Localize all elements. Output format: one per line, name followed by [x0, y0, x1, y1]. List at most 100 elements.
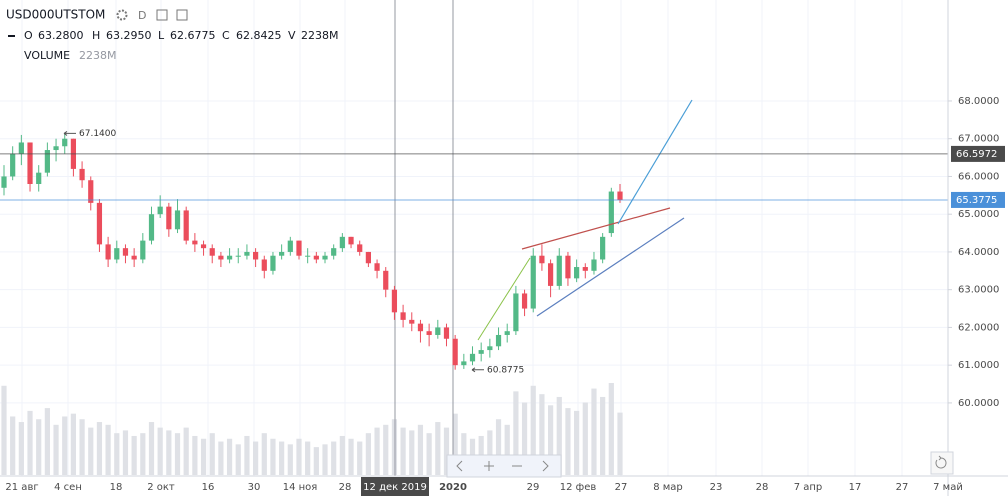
- price-label-box: [951, 191, 1005, 208]
- icon[interactable]: [156, 9, 168, 21]
- x-tick-label: 4 сен: [54, 482, 82, 493]
- legend-key: O: [24, 29, 33, 42]
- legend-value: 63.2800: [38, 29, 84, 42]
- axes: 60.0000 61.0000 62.0000 63.0000 64.0000 65.00…: [5, 96, 1005, 496]
- candle-body: [504, 331, 510, 335]
- interval[interactable]: D: [138, 9, 146, 22]
- ohlc-legend: O 63.2800 H 63.2950 L 62.6775 C 62.8425 V 2238M: [24, 29, 339, 42]
- candle-body: [617, 191, 623, 200]
- x-tick-label: 28: [339, 482, 352, 493]
- y-tick-label: 63.0000: [958, 285, 999, 296]
- candle-body: [513, 293, 519, 332]
- x-tick-label: 2020: [439, 482, 467, 493]
- volume-bar: [383, 424, 389, 475]
- candle-body: [253, 251, 259, 260]
- zoom-in[interactable]: [484, 461, 494, 471]
- volume-bar: [279, 441, 285, 475]
- candle-body: [305, 255, 311, 257]
- y-tick-label: 61.0000: [958, 360, 999, 371]
- volume-bar: [10, 416, 16, 475]
- candle-body: [400, 312, 406, 320]
- volume-bar: [574, 410, 580, 475]
- x-tick-label: 29: [527, 482, 540, 493]
- candles: [1, 133, 623, 370]
- candle-body: [339, 236, 345, 249]
- volume-bar: [218, 441, 224, 475]
- candle-body: [391, 289, 398, 313]
- y-tick-label: 60.0000: [958, 398, 999, 409]
- candle-body: [36, 172, 42, 184]
- volume-bar: [192, 435, 198, 475]
- volume-bar: [504, 424, 510, 475]
- candle-body: [582, 267, 588, 271]
- volume-bar: [166, 430, 172, 475]
- volume-bar: [461, 433, 467, 475]
- candle-body: [209, 248, 215, 256]
- candle-body: [530, 255, 536, 309]
- settings-icon[interactable]: [116, 9, 128, 21]
- candle-body: [18, 142, 24, 154]
- volume-bar: [122, 430, 129, 475]
- legend-value: 63.2950: [106, 29, 152, 42]
- volume-bar: [391, 419, 398, 475]
- candle-body: [148, 214, 155, 241]
- candle-body: [192, 240, 198, 245]
- candle-body: [348, 236, 354, 245]
- candle-body: [574, 267, 580, 279]
- trend-line: [617, 99, 693, 225]
- volume-bar: [331, 441, 337, 475]
- x-tick-label: 8 мар: [653, 482, 683, 493]
- annotation-label: 60.8775: [487, 365, 524, 375]
- y-tick-label: 65.0000: [958, 209, 999, 220]
- reset-button[interactable]: [930, 451, 954, 475]
- volume-bar: [36, 419, 42, 475]
- candle-body: [331, 248, 337, 256]
- scroll-right[interactable]: [542, 460, 549, 472]
- candle-body: [62, 138, 68, 147]
- overlay: 67.1400 60.8775: [0, 129, 948, 375]
- candle-body: [296, 240, 302, 256]
- candle-body: [287, 240, 293, 252]
- price-label: 65.3775: [956, 195, 997, 206]
- volume-bar: [200, 438, 207, 475]
- volume-bar: [521, 402, 528, 475]
- candle-body: [461, 361, 467, 366]
- candle-body: [244, 251, 250, 256]
- candle-body: [1, 176, 7, 188]
- x-tick-label: 23: [710, 482, 723, 493]
- volume-bar: [235, 444, 241, 475]
- legend-value: 62.8425: [236, 29, 282, 42]
- volume-bar: [600, 396, 606, 475]
- candle-body: [53, 146, 59, 151]
- volume-bar: [96, 422, 103, 475]
- volume-bar: [287, 444, 293, 475]
- volume-value: 2238M: [79, 49, 117, 62]
- scroll-left[interactable]: [456, 460, 463, 472]
- volume-bar: [79, 419, 85, 475]
- candle-body: [88, 180, 94, 203]
- y-tick-label: 64.0000: [958, 247, 999, 258]
- icon[interactable]: [176, 9, 188, 21]
- candle-body: [140, 240, 146, 260]
- volume-bar: [18, 422, 24, 475]
- candle-body: [226, 255, 233, 260]
- candle-body: [313, 255, 319, 260]
- volume-bar: [174, 433, 181, 475]
- candle-body: [27, 142, 33, 184]
- legend-value: 62.6775: [170, 29, 216, 42]
- nav-buttons: [446, 454, 562, 478]
- candle-body: [105, 244, 111, 260]
- y-tick-label: 67.0000: [958, 134, 999, 145]
- x-tick-label: 18: [110, 482, 123, 493]
- legend-value: 2238M: [301, 29, 339, 42]
- candle-body: [608, 191, 614, 234]
- candle-body: [279, 251, 285, 256]
- volume-bar: [244, 435, 250, 475]
- volume-bar: [426, 433, 432, 475]
- x-tick-label: 30: [248, 482, 261, 493]
- candle-body: [79, 168, 85, 181]
- candle-body: [547, 263, 554, 286]
- legend-key: V: [288, 29, 296, 42]
- volume-bar: [44, 408, 50, 475]
- annotation-label: 67.1400: [79, 129, 116, 139]
